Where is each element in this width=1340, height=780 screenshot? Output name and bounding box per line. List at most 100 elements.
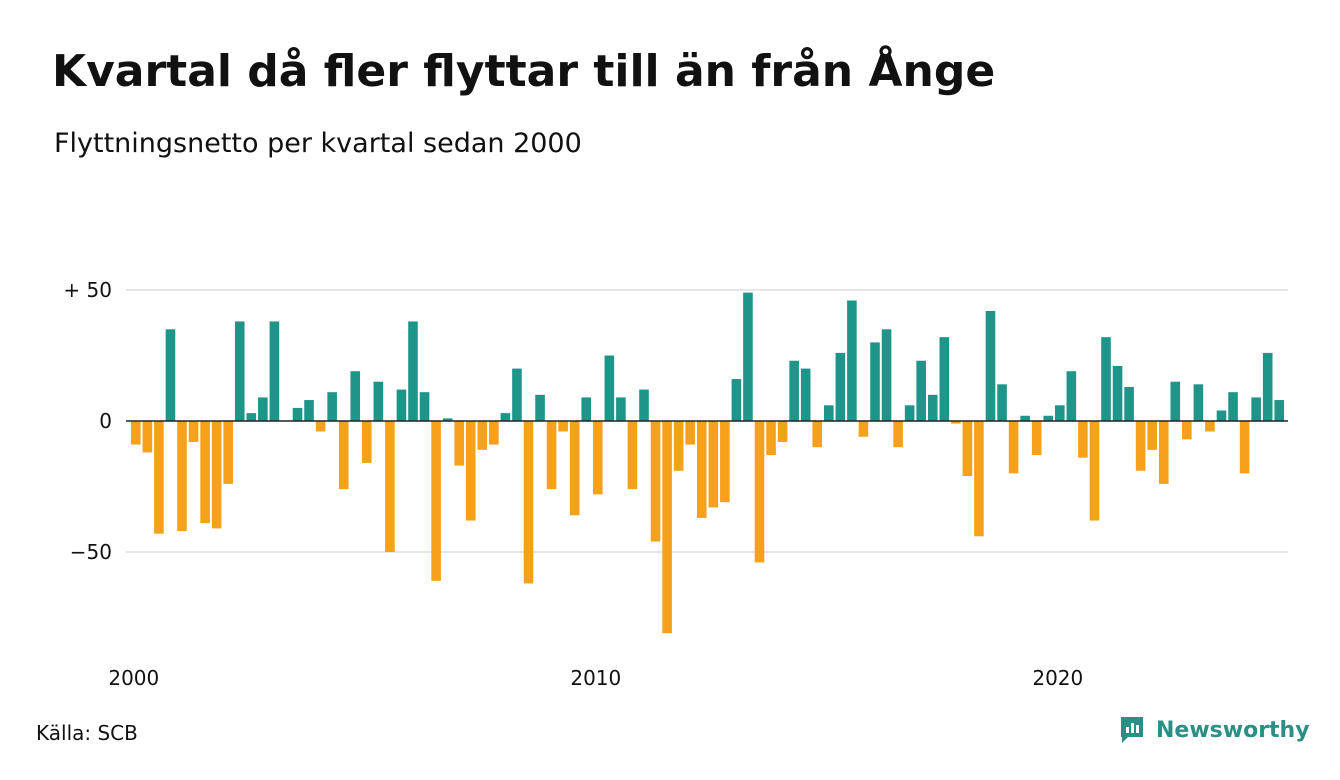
bar-positive bbox=[1043, 415, 1054, 421]
source-note: Källa: SCB bbox=[36, 721, 138, 745]
bar-negative bbox=[1205, 421, 1215, 432]
chart-title: Kvartal då fler flyttar till än från Ång… bbox=[52, 46, 996, 97]
bar-negative bbox=[523, 421, 534, 584]
bar-positive bbox=[327, 392, 337, 421]
bar-positive bbox=[1274, 400, 1285, 421]
bar-positive bbox=[616, 397, 626, 421]
bar-negative bbox=[951, 421, 961, 424]
bar-negative bbox=[315, 421, 326, 432]
bar-negative bbox=[1147, 421, 1157, 450]
bar-positive bbox=[1251, 397, 1261, 421]
bar-positive bbox=[916, 360, 926, 421]
bar-negative bbox=[893, 421, 903, 448]
bar-negative bbox=[465, 421, 476, 521]
gridlines bbox=[126, 289, 1288, 553]
bar-positive bbox=[800, 368, 811, 421]
bar-negative bbox=[1182, 421, 1192, 440]
bar-positive bbox=[881, 329, 892, 421]
bar-positive bbox=[927, 394, 938, 421]
bar-negative bbox=[546, 421, 557, 490]
bar-negative bbox=[1158, 421, 1169, 484]
bar-positive bbox=[1262, 352, 1273, 421]
newsworthy-logo-icon bbox=[1121, 717, 1143, 743]
bar-negative bbox=[200, 421, 210, 524]
bar-positive bbox=[1124, 386, 1134, 421]
bar-chart: + 50 0 −50 2000 2010 2020 bbox=[63, 278, 1288, 690]
bar-positive bbox=[269, 321, 280, 421]
bar-positive bbox=[258, 397, 268, 421]
bar-negative bbox=[777, 421, 788, 442]
bar-positive bbox=[442, 418, 453, 421]
bar-negative bbox=[489, 421, 499, 445]
bar-positive bbox=[1193, 384, 1204, 421]
bar-negative bbox=[650, 421, 661, 542]
x-tick-label: 2000 bbox=[108, 666, 159, 690]
bar-negative bbox=[593, 421, 603, 495]
bar-positive bbox=[246, 413, 257, 421]
bar-positive bbox=[789, 360, 799, 421]
bar-negative bbox=[1089, 421, 1100, 521]
bar-positive bbox=[904, 405, 915, 421]
axes: + 50 0 −50 2000 2010 2020 bbox=[63, 278, 1288, 690]
bar-negative bbox=[131, 421, 141, 445]
bar-negative bbox=[385, 421, 395, 552]
bar-positive bbox=[835, 352, 846, 421]
bar-negative bbox=[558, 421, 568, 432]
brand-logo: Newsworthy bbox=[1118, 714, 1310, 746]
bar-negative bbox=[223, 421, 233, 484]
bar-positive bbox=[604, 355, 615, 421]
bar-negative bbox=[1078, 421, 1088, 458]
bar-negative bbox=[662, 421, 672, 634]
bar-positive bbox=[731, 379, 742, 421]
bar-positive bbox=[1020, 415, 1030, 421]
bar-positive bbox=[1170, 381, 1181, 421]
bar-negative bbox=[685, 421, 695, 445]
bar-negative bbox=[708, 421, 719, 508]
bar-negative bbox=[1239, 421, 1250, 474]
bar-negative bbox=[362, 421, 372, 463]
bar-negative bbox=[858, 421, 869, 437]
bar-negative bbox=[569, 421, 580, 516]
bar-positive bbox=[1228, 392, 1238, 421]
bar-negative bbox=[812, 421, 823, 448]
bar-positive bbox=[396, 389, 407, 421]
y-tick-label: + 50 bbox=[63, 278, 112, 302]
bar-positive bbox=[1112, 365, 1123, 421]
y-tick-label: 0 bbox=[99, 409, 112, 433]
bar-positive bbox=[408, 321, 418, 421]
bars bbox=[131, 292, 1285, 634]
bar-positive bbox=[824, 405, 834, 421]
bar-negative bbox=[754, 421, 765, 563]
bar-negative bbox=[477, 421, 488, 450]
bar-negative bbox=[431, 421, 441, 581]
bar-negative bbox=[1008, 421, 1019, 474]
bar-positive bbox=[743, 292, 753, 421]
bar-positive bbox=[304, 400, 314, 421]
bar-positive bbox=[1055, 405, 1065, 421]
bar-positive bbox=[1066, 371, 1077, 421]
bar-negative bbox=[974, 421, 984, 537]
bar-positive bbox=[234, 321, 245, 421]
chart-subtitle: Flyttningsnetto per kvartal sedan 2000 bbox=[54, 128, 582, 159]
bar-negative bbox=[188, 421, 199, 442]
bar-positive bbox=[419, 392, 430, 421]
bar-positive bbox=[939, 337, 950, 421]
bar-positive bbox=[512, 368, 522, 421]
bar-positive bbox=[535, 394, 545, 421]
bar-negative bbox=[627, 421, 638, 490]
bar-negative bbox=[673, 421, 684, 471]
bar-positive bbox=[1216, 410, 1227, 421]
x-tick-label: 2020 bbox=[1032, 666, 1083, 690]
bar-negative bbox=[338, 421, 349, 490]
bar-positive bbox=[500, 413, 511, 421]
bar-negative bbox=[720, 421, 730, 503]
bar-negative bbox=[142, 421, 153, 453]
bar-positive bbox=[165, 329, 176, 421]
bar-positive bbox=[639, 389, 649, 421]
bar-negative bbox=[1135, 421, 1146, 471]
bar-negative bbox=[154, 421, 164, 534]
bar-negative bbox=[1031, 421, 1042, 456]
bar-positive bbox=[373, 381, 384, 421]
bar-negative bbox=[454, 421, 464, 466]
y-tick-label: −50 bbox=[70, 540, 112, 564]
